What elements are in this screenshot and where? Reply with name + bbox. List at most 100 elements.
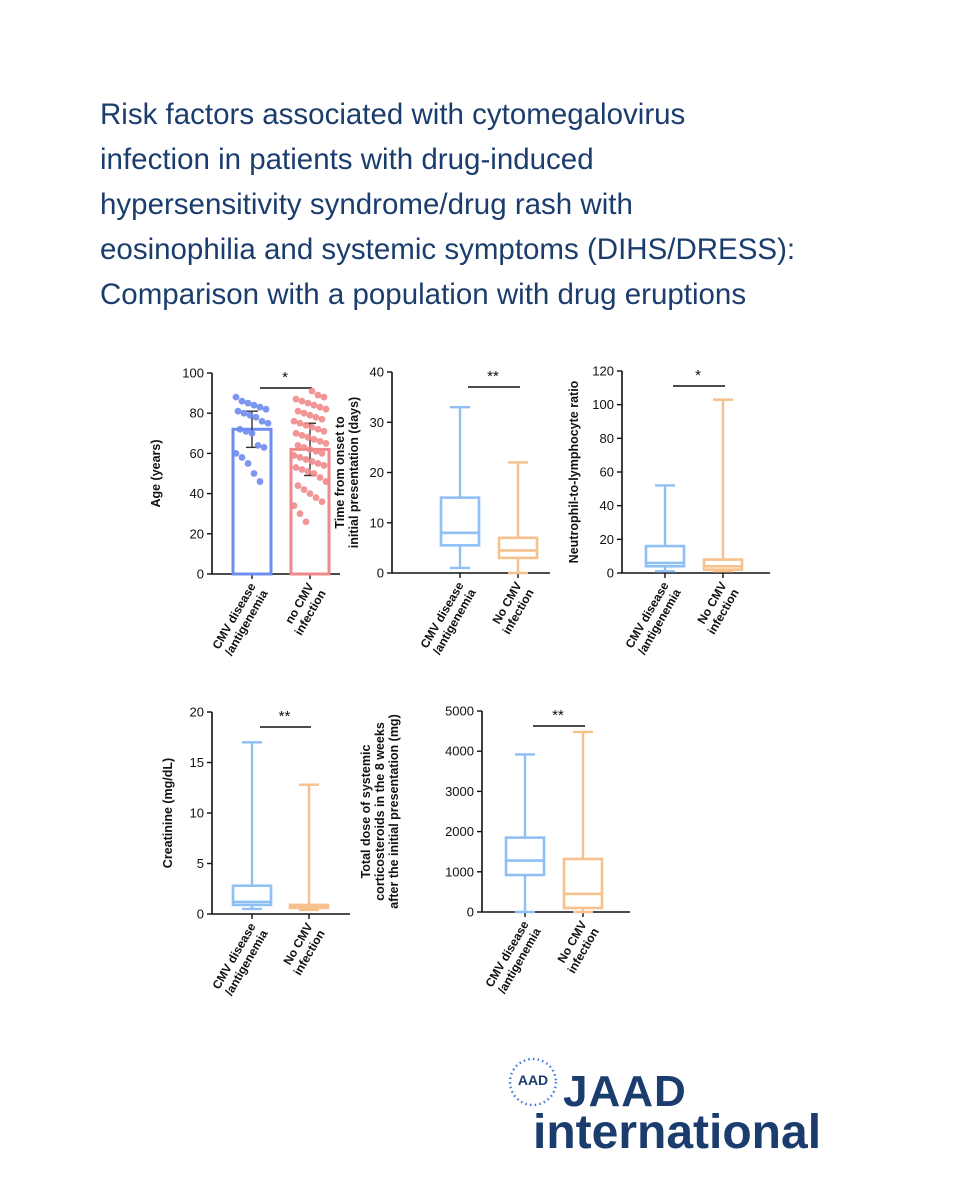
data-point bbox=[296, 510, 304, 518]
y-tick-label: 60 bbox=[600, 465, 614, 480]
box bbox=[562, 857, 604, 910]
x-category-label: No CMVinfection bbox=[552, 919, 601, 976]
data-point bbox=[300, 409, 308, 417]
data-point bbox=[294, 407, 302, 415]
chart-panel-1: 0 20 40 60 80 100 CMV disease/antigenemia no CM… bbox=[149, 366, 340, 658]
x-category-label: CMV disease/antigenemia bbox=[209, 580, 270, 658]
y-tick-label: 0 bbox=[197, 567, 204, 582]
box bbox=[644, 544, 686, 568]
y-tick-label: 5 bbox=[197, 856, 204, 871]
data-point bbox=[298, 397, 306, 405]
data-point bbox=[298, 431, 306, 439]
y-tick-label: 30 bbox=[370, 415, 384, 430]
y-tick-label: 40 bbox=[370, 365, 384, 380]
data-point bbox=[310, 470, 318, 477]
y-axis-label-line: Neutrophil-to-lymphocyte ratio bbox=[567, 380, 581, 563]
box bbox=[439, 496, 481, 547]
data-point bbox=[234, 407, 242, 415]
bar bbox=[231, 427, 273, 576]
data-point bbox=[296, 454, 304, 461]
data-point bbox=[320, 393, 328, 401]
data-point bbox=[238, 397, 246, 405]
data-point bbox=[306, 445, 314, 453]
data-point bbox=[296, 419, 304, 427]
data-point bbox=[318, 450, 326, 457]
data-point bbox=[308, 423, 316, 431]
data-point bbox=[250, 401, 258, 409]
data-point bbox=[294, 441, 302, 449]
data-point bbox=[322, 405, 330, 413]
y-tick-label: 20 bbox=[600, 532, 614, 547]
y-tick-label: 3000 bbox=[445, 784, 474, 799]
data-point bbox=[308, 387, 316, 395]
data-point bbox=[290, 417, 298, 425]
y-axis-label-line: Total dose of systemic bbox=[359, 745, 373, 879]
data-point bbox=[260, 443, 268, 451]
y-tick-label: 15 bbox=[190, 755, 204, 770]
significance-label: * bbox=[282, 369, 288, 386]
significance-label: ** bbox=[552, 707, 564, 724]
y-tick-label: 80 bbox=[190, 406, 204, 421]
box bbox=[504, 836, 546, 877]
chart-panel-4: 0 5 10 15 20 CMV disease/antigenemia No CMVinf… bbox=[161, 705, 350, 998]
y-tick-label: 0 bbox=[197, 907, 204, 922]
y-tick-label: 80 bbox=[600, 431, 614, 446]
y-axis-label: Creatinine (mg/dL) bbox=[161, 758, 175, 868]
data-point bbox=[310, 401, 318, 409]
data-point bbox=[250, 470, 258, 477]
data-point bbox=[320, 427, 328, 435]
data-point bbox=[322, 478, 330, 485]
data-point bbox=[290, 452, 298, 459]
y-tick-label: 60 bbox=[190, 446, 204, 461]
y-tick-label: 2000 bbox=[445, 824, 474, 839]
data-point bbox=[294, 482, 302, 489]
data-point bbox=[304, 399, 312, 407]
y-tick-label: 20 bbox=[370, 465, 384, 480]
significance-label: ** bbox=[279, 708, 291, 725]
data-point bbox=[264, 419, 272, 427]
data-point bbox=[304, 433, 312, 441]
data-point bbox=[316, 437, 324, 445]
data-point bbox=[316, 474, 324, 481]
y-tick-label: 40 bbox=[600, 498, 614, 513]
figure-title: Risk factors associated with cytomegalov… bbox=[100, 92, 920, 317]
data-point bbox=[318, 498, 326, 506]
data-point bbox=[312, 494, 320, 502]
title-line: Comparison with a population with drug e… bbox=[100, 278, 747, 311]
y-tick-label: 0 bbox=[607, 566, 614, 581]
data-point bbox=[290, 502, 298, 510]
y-tick-label: 0 bbox=[467, 905, 474, 920]
y-tick-label: 100 bbox=[592, 397, 614, 412]
data-point bbox=[318, 415, 326, 423]
y-tick-label: 10 bbox=[370, 515, 384, 530]
chart-panel-3: 0 20 40 60 80 100 120 CMV disease/antigenemia No… bbox=[567, 364, 770, 657]
box bbox=[497, 536, 539, 560]
y-axis-label: Time from onset toinitial presentation (… bbox=[333, 397, 361, 548]
y-axis-label-line: corticosteroids in the 8 weeks bbox=[373, 722, 387, 901]
box bbox=[231, 884, 273, 907]
data-point bbox=[306, 490, 314, 497]
x-category-label: no CMVinfection bbox=[279, 581, 328, 638]
data-point bbox=[244, 399, 252, 407]
x-category-label: CMV disease/antigenemia bbox=[482, 918, 543, 996]
data-point bbox=[242, 427, 250, 435]
data-point bbox=[246, 411, 254, 419]
data-point bbox=[232, 450, 240, 457]
aad-badge-icon bbox=[508, 1057, 558, 1107]
data-point bbox=[256, 403, 264, 411]
title-line: Risk factors associated with cytomegalov… bbox=[100, 98, 686, 131]
data-point bbox=[254, 441, 262, 449]
data-point bbox=[252, 413, 260, 421]
data-point bbox=[304, 468, 312, 475]
y-tick-label: 20 bbox=[190, 526, 204, 541]
logo-international-text: international bbox=[533, 1106, 822, 1159]
data-point bbox=[320, 462, 328, 469]
data-point bbox=[258, 417, 266, 425]
data-point bbox=[308, 458, 316, 465]
y-axis-label-line: initial presentation (days) bbox=[347, 397, 361, 548]
data-point bbox=[262, 405, 270, 413]
x-category-label: CMV disease/antigenemia bbox=[209, 920, 270, 998]
data-point bbox=[302, 456, 310, 463]
significance-label: * bbox=[695, 367, 701, 384]
chart-panel-5: 0 1000 2000 3000 4000 5000 CMV disease/antigen… bbox=[359, 704, 630, 996]
